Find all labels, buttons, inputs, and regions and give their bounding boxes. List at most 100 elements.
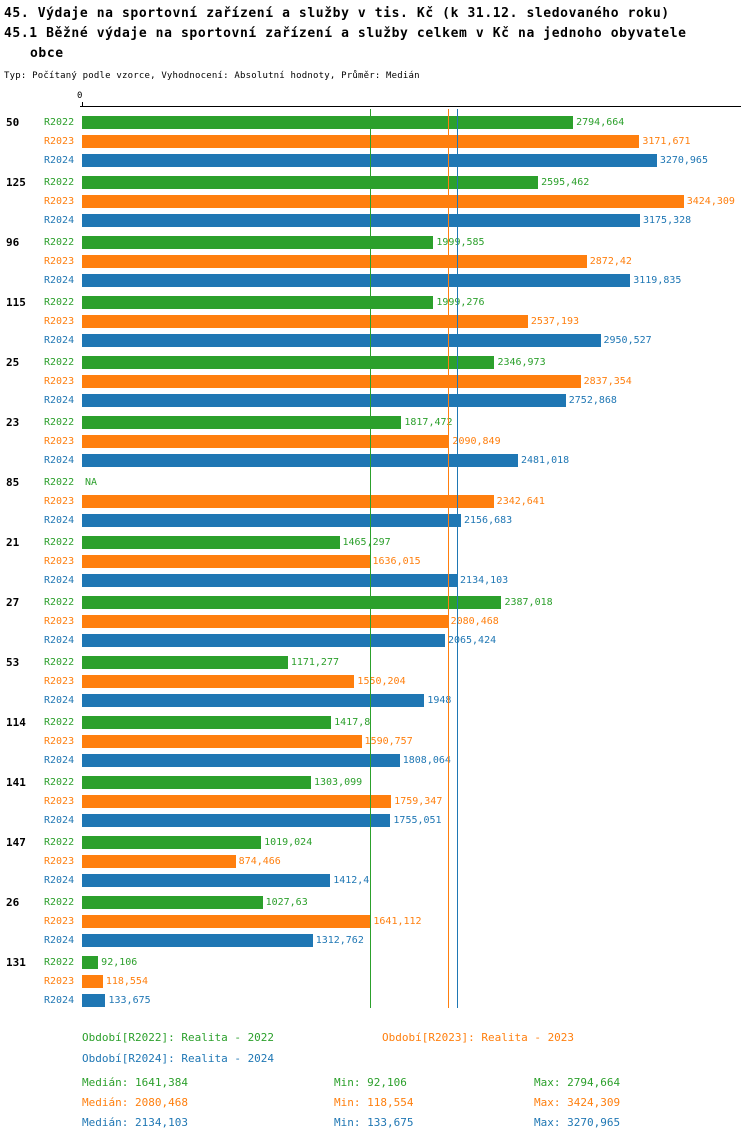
bar-track: 2080,468 [82,615,741,628]
bar-row: 141 R2022 1303,099 [4,773,746,792]
bar-track: 1303,099 [82,776,741,789]
bar-row: R2023 2090,849 [4,432,746,451]
series-label: R2023 [44,736,75,747]
bar-value-label: 1465,297 [342,537,391,548]
bar [82,536,340,549]
bar-row: 26 R2022 1027,63 [4,893,746,912]
bar-group: 115 R2022 1999,276 R2023 2537,193 R2024 2950,5… [4,293,746,350]
x-axis-zero-label: 0 [77,91,83,101]
bar [82,596,502,609]
bar [82,855,236,868]
bar-value-label: 2080,468 [450,616,499,627]
bar-row: R2024 3119,835 [4,271,746,290]
group-label: 85 [6,476,20,489]
bar-row: R2024 2065,424 [4,631,746,650]
bar-track: 2752,868 [82,394,741,407]
bar-track: 3171,671 [82,135,741,148]
bar-track: 1412,4 [82,874,741,887]
bar-row: 25 R2022 2346,973 [4,353,746,372]
series-label: R2024 [44,995,75,1006]
series-label: R2022 [44,837,75,848]
bar-track: 1465,297 [82,536,741,549]
bar-row: R2023 2872,42 [4,252,746,271]
bar [82,915,371,928]
series-label: R2023 [44,916,75,927]
series-label: R2024 [44,515,75,526]
series-label: R2023 [44,316,75,327]
bar-track: 2950,527 [82,334,741,347]
bar [82,615,448,628]
series-label: R2022 [44,177,75,188]
bar [82,836,262,849]
chart-meta-line: Typ: Počítaný podle vzorce, Vyhodnocení:… [4,71,420,81]
bar-group: 23 R2022 1817,472 R2023 2090,849 R2024 2481,01… [4,413,746,470]
bar-track: NA [82,476,741,489]
stat-min-r2023: Min: 118,554 [334,1096,414,1109]
series-label: R2023 [44,676,75,687]
bar-value-label: 1817,472 [404,417,453,428]
bar [82,236,434,249]
bar-value-label: 1759,347 [394,796,443,807]
bar [82,195,684,208]
series-label: R2024 [44,935,75,946]
group-label: 53 [6,656,20,669]
bar-track: 1171,277 [82,656,741,669]
series-label: R2022 [44,237,75,248]
legend-item-r2024: Období[R2024]: Realita - 2024 [82,1052,275,1065]
bar-value-label: 1808,064 [402,755,451,766]
bar-row: R2024 1412,4 [4,871,746,890]
series-label: R2023 [44,436,75,447]
group-label: 141 [6,776,26,789]
bar [82,214,640,227]
bar-value-label: 2156,683 [464,515,513,526]
bar-row: R2024 1948 [4,691,746,710]
stat-min-r2022: Min: 92,106 [334,1076,407,1089]
bar-row: R2023 1550,204 [4,672,746,691]
bar-group: 141 R2022 1303,099 R2023 1759,347 R2024 1755,0… [4,773,746,830]
series-label: R2022 [44,297,75,308]
bar [82,994,106,1007]
bar-value-label: 1303,099 [313,777,363,788]
bar-track: 1636,015 [82,555,741,568]
bar-row: 21 R2022 1465,297 [4,533,746,552]
stat-max-r2022: Max: 2794,664 [534,1076,621,1089]
bar-chart: 0 50 R2022 2794,664 R2023 3171,671 R2024 3270,… [4,91,746,1010]
series-label: R2023 [44,136,75,147]
series-label: R2024 [44,215,75,226]
bar [82,154,657,167]
series-label: R2024 [44,755,75,766]
bar-value-label: 2537,193 [530,316,580,327]
bar-row: 131 R2022 92,106 [4,953,746,972]
bar-row: 125 R2022 2595,462 [4,173,746,192]
series-label: R2024 [44,815,75,826]
series-label: R2024 [44,275,75,286]
bar-value-label: 3119,835 [633,275,682,286]
bar-row: 85 R2022 NA [4,473,746,492]
bar-track: 3175,328 [82,214,741,227]
bar [82,896,263,909]
bar-track: 1590,757 [82,735,741,748]
bar [82,975,103,988]
bar [82,934,313,947]
group-label: 21 [6,536,20,549]
bar-value-label: 2090,849 [452,436,501,447]
series-label: R2022 [44,537,75,548]
group-label: 50 [6,116,20,129]
bar-value-label: 1550,204 [357,676,406,687]
bar-track: 2481,018 [82,454,741,467]
series-label: R2024 [44,155,75,166]
bar-value-label: 92,106 [101,957,138,968]
bar-row: R2024 1755,051 [4,811,746,830]
bar-track: 1312,762 [82,934,741,947]
bar-value-label: NA [85,477,98,488]
group-label: 114 [6,716,26,729]
bar-track: 1948 [82,694,741,707]
bar-row: R2023 1641,112 [4,912,746,931]
legend-row-1: Období[R2022]: Realita - 2022 Období[R20… [82,1027,746,1048]
bar-value-label: 1171,277 [290,657,339,668]
bar-track: 2872,42 [82,255,741,268]
bar-row: R2024 2134,103 [4,571,746,590]
bar-value-label: 2950,527 [603,335,652,346]
bar-value-label: 1412,4 [333,875,370,886]
bar-value-label: 1027,63 [265,897,308,908]
